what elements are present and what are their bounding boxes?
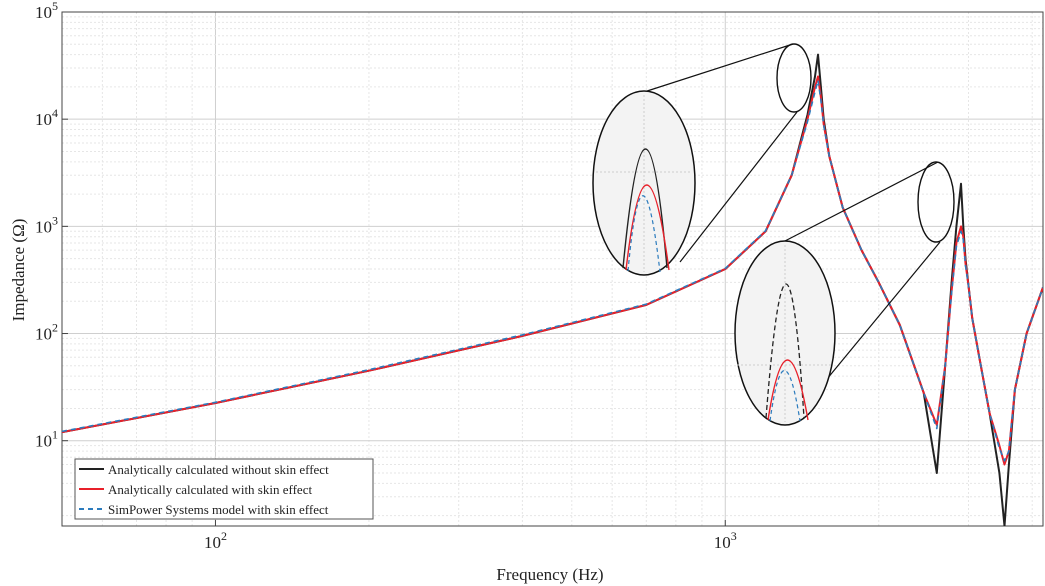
legend-item: Analytically calculated with skin effect — [79, 482, 312, 497]
legend-item: SimPower Systems model with skin effect — [79, 502, 329, 517]
y-axis-ticks: 101 102 103 104 105 — [35, 0, 68, 451]
y-tick-label: 104 — [35, 106, 58, 129]
legend-item: Analytically calculated without skin eff… — [79, 462, 329, 477]
x-tick-label: 102 — [204, 529, 227, 552]
zoom-inset-second-resonance — [734, 161, 955, 426]
legend-label-without-skin: Analytically calculated without skin eff… — [108, 462, 329, 477]
legend-label-with-skin: Analytically calculated with skin effect — [108, 482, 312, 497]
y-tick-label: 103 — [35, 213, 58, 236]
legend: Analytically calculated without skin eff… — [74, 458, 374, 520]
zoom-inset-first-resonance — [592, 43, 812, 276]
series-line-1 — [62, 75, 1043, 466]
plot-frame — [61, 11, 1044, 527]
series-line-2 — [62, 79, 1043, 462]
y-tick-label: 102 — [35, 321, 58, 344]
grid — [61, 11, 1043, 526]
x-tick-label: 103 — [714, 529, 737, 552]
legend-box — [74, 458, 374, 520]
legend-label-simpower: SimPower Systems model with skin effect — [108, 502, 329, 517]
series-line-0 — [62, 53, 1043, 526]
x-axis-label: Frequency (Hz) — [496, 565, 603, 584]
y-tick-label: 105 — [35, 0, 58, 22]
y-tick-label: 101 — [35, 428, 58, 451]
x-axis-ticks: 102 103 — [204, 520, 737, 552]
y-axis-label: Impedance (Ω) — [9, 219, 28, 322]
series-layer — [62, 53, 1043, 526]
